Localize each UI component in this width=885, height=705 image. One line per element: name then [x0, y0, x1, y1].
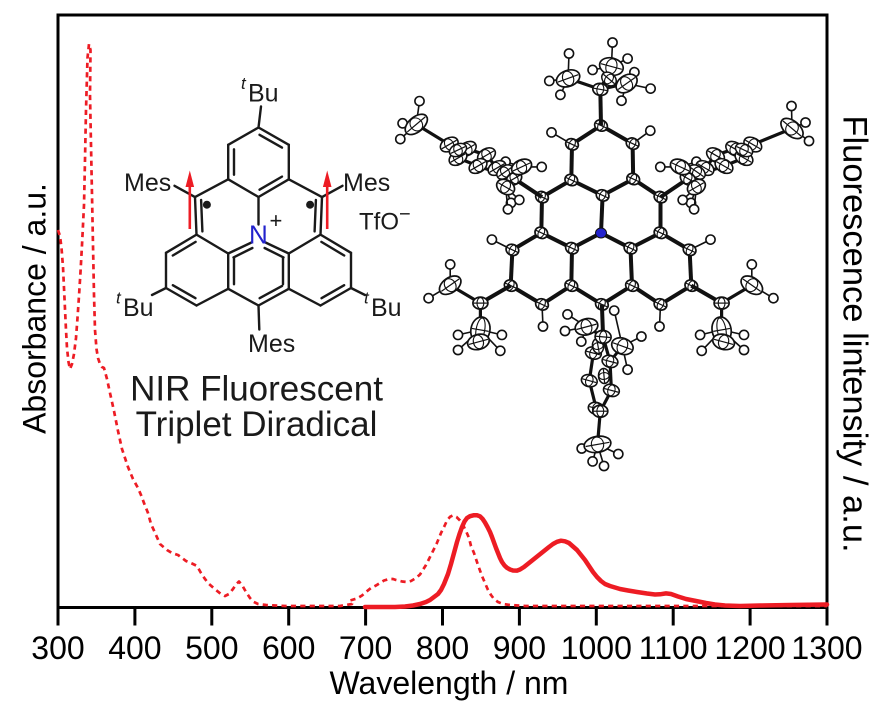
svg-text:1100: 1100: [639, 630, 708, 666]
svg-text:1300: 1300: [791, 630, 862, 666]
svg-text:Absorbance / a.u.: Absorbance / a.u.: [17, 183, 53, 434]
svg-text:300: 300: [31, 630, 84, 666]
svg-text:N: N: [249, 220, 268, 250]
svg-text:Bu: Bu: [123, 294, 154, 322]
svg-text:900: 900: [493, 630, 546, 666]
svg-text:t: t: [364, 289, 370, 308]
svg-text:800: 800: [416, 630, 469, 666]
svg-text:+: +: [270, 208, 283, 233]
svg-text:TfO−: TfO−: [359, 204, 411, 236]
svg-text:NIR Fluorescent: NIR Fluorescent: [130, 370, 383, 409]
svg-text:600: 600: [262, 630, 315, 666]
svg-text:Mes: Mes: [248, 330, 295, 358]
svg-text:Mes: Mes: [124, 169, 171, 197]
svg-text:Fluorescence lintensity / a.u.: Fluorescence lintensity / a.u.: [836, 115, 874, 552]
svg-text:t: t: [241, 74, 247, 93]
svg-text:Bu: Bu: [248, 80, 279, 108]
svg-text:400: 400: [108, 630, 161, 666]
svg-text:Mes: Mes: [343, 169, 390, 197]
svg-text:500: 500: [185, 630, 238, 666]
svg-text:Triplet Diradical: Triplet Diradical: [136, 405, 378, 444]
svg-text:1200: 1200: [715, 630, 786, 666]
svg-text:Bu: Bu: [371, 294, 402, 322]
svg-text:Wavelength / nm: Wavelength / nm: [330, 665, 569, 701]
svg-text:700: 700: [339, 630, 392, 666]
svg-text:t: t: [116, 289, 122, 308]
svg-text:1000: 1000: [561, 630, 632, 666]
